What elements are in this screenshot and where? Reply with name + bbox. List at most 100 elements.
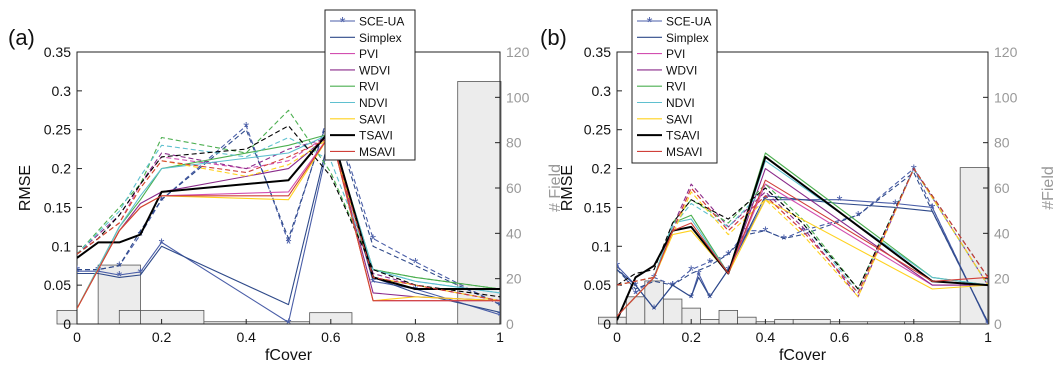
series-line-simplex-dashed xyxy=(617,171,988,323)
panel-label: (a) xyxy=(8,25,35,50)
series-line-tsavi-dashed xyxy=(617,168,988,290)
y-tick-label: 0.35 xyxy=(584,44,611,60)
histogram-bar xyxy=(737,316,757,325)
x-tick-label: 0.2 xyxy=(152,329,172,345)
legend-label: NDVI xyxy=(666,96,695,110)
series-line-msavi-dashed xyxy=(77,136,500,302)
legend-label: WDVI xyxy=(359,63,390,77)
y2-tick-label: 80 xyxy=(994,135,1010,151)
data-point-marker: * xyxy=(688,290,694,307)
y2-axis-label: # Field xyxy=(547,164,564,212)
x-axis-label: fCover xyxy=(779,347,827,364)
series-group: ********* * * ***** ** * ** * * ***** xyxy=(617,152,988,324)
legend-marker: * xyxy=(340,14,346,31)
x-tick-label: 1 xyxy=(496,329,504,345)
data-point-marker: * xyxy=(762,193,768,210)
legend-label: RVI xyxy=(359,80,379,94)
data-point-marker: * xyxy=(286,235,292,252)
series-line-wdvi xyxy=(77,133,500,309)
data-point-marker: * xyxy=(138,228,144,245)
data-point-marker: * xyxy=(370,232,376,249)
data-point-marker: * xyxy=(929,200,935,217)
data-point-marker: * xyxy=(116,259,122,276)
data-point-marker: * xyxy=(762,224,768,241)
data-point-marker: * xyxy=(74,264,80,281)
x-tick-label: 0 xyxy=(613,329,621,345)
y-tick-label: 0.2 xyxy=(592,161,612,177)
legend-label: MSAVI xyxy=(666,145,702,159)
histogram-bar xyxy=(959,167,989,325)
data-point-marker: * xyxy=(781,232,787,249)
legend-label: MSAVI xyxy=(359,145,395,159)
data-point-marker: * xyxy=(95,263,101,280)
data-point-marker: * xyxy=(74,263,80,280)
data-point-marker: * xyxy=(159,193,165,210)
x-tick-label: 0.4 xyxy=(236,329,256,345)
y-axis-label: RMSE xyxy=(559,165,576,211)
legend-label: PVI xyxy=(359,47,378,61)
y-tick-label: 0.25 xyxy=(584,122,611,138)
data-point-marker: * xyxy=(412,255,418,272)
y-tick-label: 0.25 xyxy=(44,122,71,138)
x-axis-label: fCover xyxy=(265,347,313,364)
y-tick-label: 0 xyxy=(63,316,71,332)
data-point-marker: * xyxy=(159,235,165,252)
data-point-marker: * xyxy=(95,264,101,281)
data-point-marker: * xyxy=(633,278,639,295)
y2-tick-label: 100 xyxy=(994,89,1018,105)
y-tick-label: 0.3 xyxy=(592,83,612,99)
y2-tick-label: 120 xyxy=(506,44,530,60)
data-point-marker: * xyxy=(800,224,806,241)
data-point-marker: * xyxy=(696,266,702,283)
legend-label: WDVI xyxy=(666,63,697,77)
series-line-rvi xyxy=(77,133,500,309)
y2-tick-label: 120 xyxy=(994,44,1018,60)
histogram-bar xyxy=(792,319,831,325)
legend-marker: * xyxy=(647,14,653,31)
legend-label: TSAVI xyxy=(359,129,393,143)
histogram-bar xyxy=(662,298,683,325)
series-line-sce-ua-dashed xyxy=(617,168,988,324)
data-point-marker: * xyxy=(497,298,503,315)
y2-tick-label: 60 xyxy=(994,180,1010,196)
data-point-marker: * xyxy=(688,263,694,280)
series-line-tsavi xyxy=(77,128,500,290)
data-point-marker: * xyxy=(412,282,418,299)
y-tick-label: 0.15 xyxy=(584,199,611,215)
y2-tick-label: 40 xyxy=(506,225,522,241)
y2-tick-label: 20 xyxy=(506,271,522,287)
chart-panel-a: 0 0.05 0.1 0.15 0.2 0.25 0.3 0.35 0 20 40 60 80 100 12… xyxy=(8,9,564,364)
y2-tick-label: 80 xyxy=(506,135,522,151)
y-tick-label: 0.2 xyxy=(52,161,72,177)
legend-label: SAVI xyxy=(666,112,692,126)
series-line-msavi xyxy=(617,179,988,317)
data-point-marker: * xyxy=(670,278,676,295)
chart-panel-b: 0 0.05 0.1 0.15 0.2 0.25 0.3 0.35 0 20 40 60 80 100 12… xyxy=(540,9,1057,364)
data-point-marker: * xyxy=(707,255,713,272)
data-point-marker: * xyxy=(286,315,292,332)
data-point-marker: * xyxy=(911,162,917,179)
histogram-bar xyxy=(118,309,141,325)
y2-tick-label: 60 xyxy=(506,180,522,196)
series-group: ********************* xyxy=(74,99,503,332)
x-tick-label: 1 xyxy=(984,329,992,345)
data-point-marker: * xyxy=(497,308,503,325)
y2-axis-label: #Field xyxy=(1040,166,1057,210)
y-tick-label: 0.1 xyxy=(52,238,72,254)
series-line-simplex xyxy=(77,129,500,313)
series-line-msavi xyxy=(77,133,500,309)
series-line-savi-dashed xyxy=(617,168,988,298)
data-point-marker: * xyxy=(670,278,676,295)
legend-label: Simplex xyxy=(359,31,402,45)
y-tick-label: 0.35 xyxy=(44,44,71,60)
data-point-marker: * xyxy=(855,208,861,225)
histogram-bar xyxy=(700,319,720,325)
y-tick-label: 0.1 xyxy=(592,238,612,254)
series-line-simplex-dashed xyxy=(77,109,500,306)
series-line-tsavi xyxy=(617,155,988,321)
data-point-marker: * xyxy=(651,301,657,318)
data-point-marker: * xyxy=(116,268,122,285)
x-tick-label: 0.6 xyxy=(830,329,850,345)
data-point-marker: * xyxy=(243,119,249,136)
